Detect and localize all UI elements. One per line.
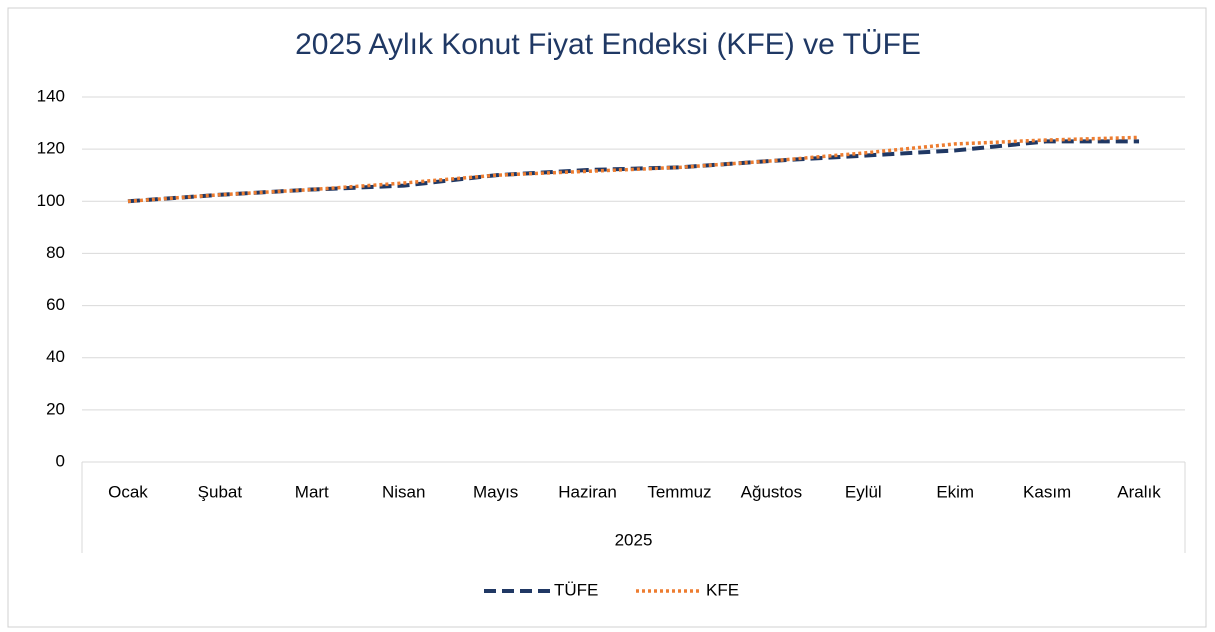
x-tick-label: Kasım bbox=[1023, 482, 1071, 501]
y-tick-label: 80 bbox=[46, 243, 65, 262]
x-tick-label: Haziran bbox=[558, 482, 617, 501]
x-group-label: 2025 bbox=[615, 530, 653, 549]
legend-label: KFE bbox=[706, 580, 739, 599]
y-tick-label: 60 bbox=[46, 295, 65, 314]
x-tick-label: Ağustos bbox=[741, 482, 802, 501]
y-tick-label: 100 bbox=[37, 191, 65, 210]
y-tick-label: 40 bbox=[46, 347, 65, 366]
x-tick-label: Nisan bbox=[382, 482, 425, 501]
x-tick-label: Ekim bbox=[936, 482, 974, 501]
x-tick-label: Temmuz bbox=[647, 482, 711, 501]
y-tick-label: 20 bbox=[46, 399, 65, 418]
x-tick-label: Mayıs bbox=[473, 482, 518, 501]
chart-border bbox=[7, 7, 1207, 628]
legend-label: TÜFE bbox=[554, 580, 598, 599]
x-tick-label: Mart bbox=[295, 482, 329, 501]
chart-title: 2025 Aylık Konut Fiyat Endeksi (KFE) ve … bbox=[295, 28, 921, 61]
x-tick-label: Şubat bbox=[198, 482, 243, 501]
y-tick-label: 140 bbox=[37, 86, 65, 105]
line-series bbox=[127, 135, 1140, 204]
y-tick-label: 0 bbox=[56, 451, 65, 470]
x-tick-label: Eylül bbox=[845, 482, 882, 501]
y-tick-label: 120 bbox=[37, 139, 65, 158]
x-tick-label: Ocak bbox=[108, 482, 148, 501]
x-tick-label: Aralık bbox=[1117, 482, 1161, 501]
